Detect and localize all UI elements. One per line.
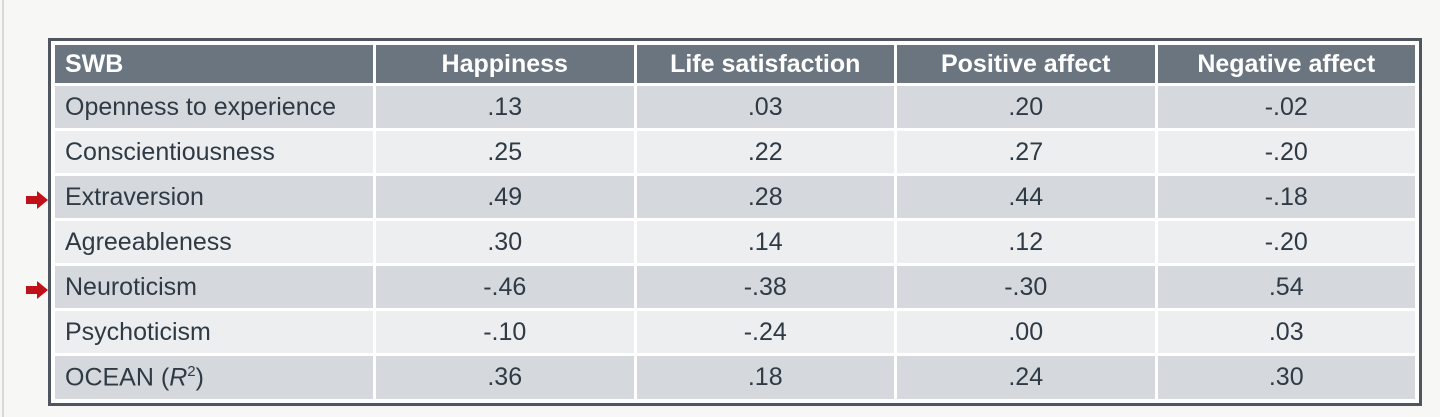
row-label: Openness to experience [55, 86, 373, 129]
table-cell: -.46 [376, 266, 634, 309]
table-cell: .28 [636, 176, 894, 219]
row-label-suffix: ) [195, 363, 204, 392]
table-cell: .20 [897, 86, 1155, 129]
table-cell: .36 [376, 356, 634, 399]
column-header: Positive affect [897, 45, 1155, 83]
table-row: Conscientiousness .25 .22 .27 -.20 [55, 131, 1415, 174]
row-label: Neuroticism [55, 266, 373, 309]
header-row: SWB Happiness Life satisfaction Positive… [55, 45, 1415, 83]
row-label: Agreeableness [55, 221, 373, 264]
table-cell: -.24 [636, 311, 894, 354]
column-header: Negative affect [1157, 45, 1415, 83]
table-cell: .18 [636, 356, 894, 399]
row-label: Conscientiousness [55, 131, 373, 174]
table-cell: .54 [1157, 266, 1415, 309]
table-cell: .49 [376, 176, 634, 219]
table-cell: -.20 [1157, 221, 1415, 264]
column-header: SWB [55, 45, 373, 83]
table-cell: -.10 [376, 311, 634, 354]
row-label-superscript: 2 [187, 363, 196, 381]
table-row: Extraversion .49 .28 .44 -.18 [55, 176, 1415, 219]
column-header: Happiness [376, 45, 634, 83]
table-cell: -.18 [1157, 176, 1415, 219]
swb-correlation-table: SWB Happiness Life satisfaction Positive… [48, 38, 1422, 406]
table-cell: .22 [636, 131, 894, 174]
data-table: SWB Happiness Life satisfaction Positive… [52, 42, 1418, 402]
table-cell: .00 [897, 311, 1155, 354]
row-label: OCEAN (R2) [55, 356, 373, 399]
table-row: Neuroticism -.46 -.38 -.30 .54 [55, 266, 1415, 309]
arrow-right-icon [26, 281, 48, 299]
table-row: OCEAN (R2) .36 .18 .24 .30 [55, 356, 1415, 399]
table-cell: -.20 [1157, 131, 1415, 174]
table-cell: .13 [376, 86, 634, 129]
row-label: Extraversion [55, 176, 373, 219]
table-cell: .03 [636, 86, 894, 129]
row-label: Psychoticism [55, 311, 373, 354]
table-cell: .24 [897, 356, 1155, 399]
table-cell: .30 [1157, 356, 1415, 399]
table-cell: .12 [897, 221, 1155, 264]
table-cell: .27 [897, 131, 1155, 174]
table-cell: .25 [376, 131, 634, 174]
row-label-italic: R [169, 363, 188, 392]
table-cell: -.02 [1157, 86, 1415, 129]
arrow-right-icon [26, 191, 48, 209]
table-row: Agreeableness .30 .14 .12 -.20 [55, 221, 1415, 264]
table-row: Openness to experience .13 .03 .20 -.02 [55, 86, 1415, 129]
page-edge-line [2, 0, 4, 417]
table-row: Psychoticism -.10 -.24 .00 .03 [55, 311, 1415, 354]
row-label-prefix: OCEAN ( [65, 363, 170, 392]
table-cell: -.30 [897, 266, 1155, 309]
table-cell: .14 [636, 221, 894, 264]
table-cell: -.38 [636, 266, 894, 309]
column-header: Life satisfaction [636, 45, 894, 83]
table-cell: .03 [1157, 311, 1415, 354]
table-cell: .30 [376, 221, 634, 264]
table-cell: .44 [897, 176, 1155, 219]
